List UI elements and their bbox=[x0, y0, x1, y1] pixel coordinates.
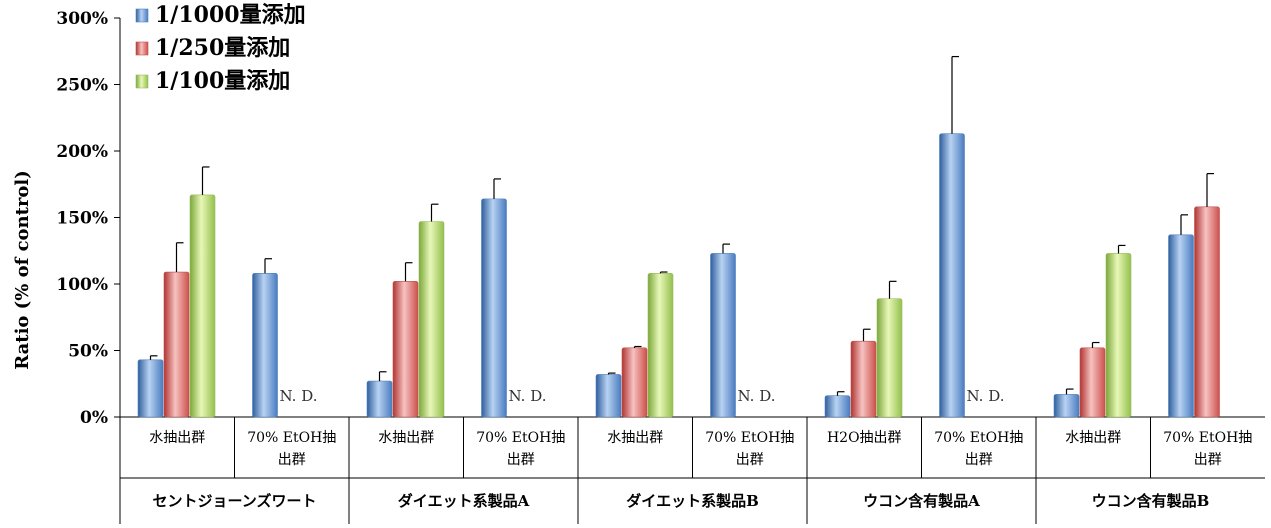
bars: N. D. N. D. N. D. N. D. bbox=[137, 55, 1220, 418]
legend-swatch-3 bbox=[135, 74, 149, 89]
group-label: ダイエット系製品B bbox=[626, 492, 759, 510]
bar-1-cat-10 bbox=[1168, 234, 1194, 418]
nd-label: N. D. bbox=[280, 387, 318, 405]
bar-1-cat-8 bbox=[939, 133, 965, 418]
category-label: 水抽出群 bbox=[149, 430, 205, 446]
category-label: 水抽出群 bbox=[607, 430, 663, 446]
axes: 0% 50% 100% 150% 200% 250% 300% bbox=[56, 9, 1265, 524]
category-label: 出群 bbox=[965, 452, 993, 468]
category-label: 出群 bbox=[507, 452, 535, 468]
bar-2-cat-1 bbox=[163, 271, 190, 418]
bar-1-cat-3 bbox=[366, 380, 393, 418]
bar-2-cat-9 bbox=[1079, 347, 1106, 418]
group-label: ウコン含有製品B bbox=[1092, 492, 1210, 510]
nd-label: N. D. bbox=[738, 387, 776, 405]
category-label: 70% EtOH抽 bbox=[247, 430, 336, 446]
nd-label: N. D. bbox=[967, 387, 1005, 405]
group-label: セントジョーンズワート bbox=[153, 492, 317, 510]
bar-1-cat-7 bbox=[824, 395, 851, 418]
legend-label-1: 1/1000量添加 bbox=[155, 2, 306, 28]
bar-3-cat-7 bbox=[876, 298, 903, 418]
bar-2-cat-5 bbox=[621, 347, 648, 418]
category-label: 出群 bbox=[1194, 452, 1222, 468]
category-label: 水抽出群 bbox=[1065, 430, 1121, 446]
legend-swatch-2 bbox=[135, 41, 149, 56]
y-tick-label: 250% bbox=[56, 76, 108, 96]
legend-label-3: 1/100量添加 bbox=[155, 68, 290, 94]
legend-swatch-1 bbox=[135, 8, 149, 23]
bar-3-cat-9 bbox=[1105, 253, 1132, 418]
y-tick-label: 100% bbox=[56, 275, 108, 295]
category-label: 70% EtOH抽 bbox=[934, 430, 1023, 446]
group-label: ダイエット系製品A bbox=[398, 492, 530, 510]
bar-3-cat-5 bbox=[647, 273, 674, 418]
category-label: 70% EtOH抽 bbox=[1163, 430, 1252, 446]
bar-1-cat-4 bbox=[481, 198, 507, 418]
category-label: 70% EtOH抽 bbox=[705, 430, 794, 446]
y-tick-label: 50% bbox=[68, 342, 108, 362]
legend: 1/1000量添加 1/250量添加 1/100量添加 bbox=[135, 2, 306, 94]
y-tick-label: 0% bbox=[80, 408, 108, 428]
bar-2-cat-10 bbox=[1194, 206, 1220, 418]
y-tick-label: 200% bbox=[56, 142, 108, 162]
bar-1-cat-2 bbox=[252, 273, 278, 418]
nd-label: N. D. bbox=[509, 387, 547, 405]
bar-1-cat-1 bbox=[137, 359, 164, 418]
category-label: 出群 bbox=[736, 452, 764, 468]
group-label: ウコン含有製品A bbox=[863, 492, 980, 510]
bar-3-cat-3 bbox=[418, 221, 445, 418]
bar-1-cat-9 bbox=[1053, 394, 1080, 418]
bar-1-cat-5 bbox=[595, 374, 622, 418]
y-tick-label: 300% bbox=[56, 9, 108, 29]
category-label: 70% EtOH抽 bbox=[476, 430, 565, 446]
y-tick-label: 150% bbox=[56, 209, 108, 229]
y-axis-label: Ratio (% of control) bbox=[12, 170, 33, 370]
legend-label-2: 1/250量添加 bbox=[155, 35, 290, 61]
bar-2-cat-7 bbox=[850, 340, 877, 418]
bar-3-cat-1 bbox=[189, 194, 216, 418]
bar-2-cat-3 bbox=[392, 281, 419, 418]
bar-1-cat-6 bbox=[710, 253, 736, 418]
category-label: 水抽出群 bbox=[378, 430, 434, 446]
category-label: H2O抽出群 bbox=[827, 430, 902, 446]
category-label: 出群 bbox=[278, 452, 306, 468]
